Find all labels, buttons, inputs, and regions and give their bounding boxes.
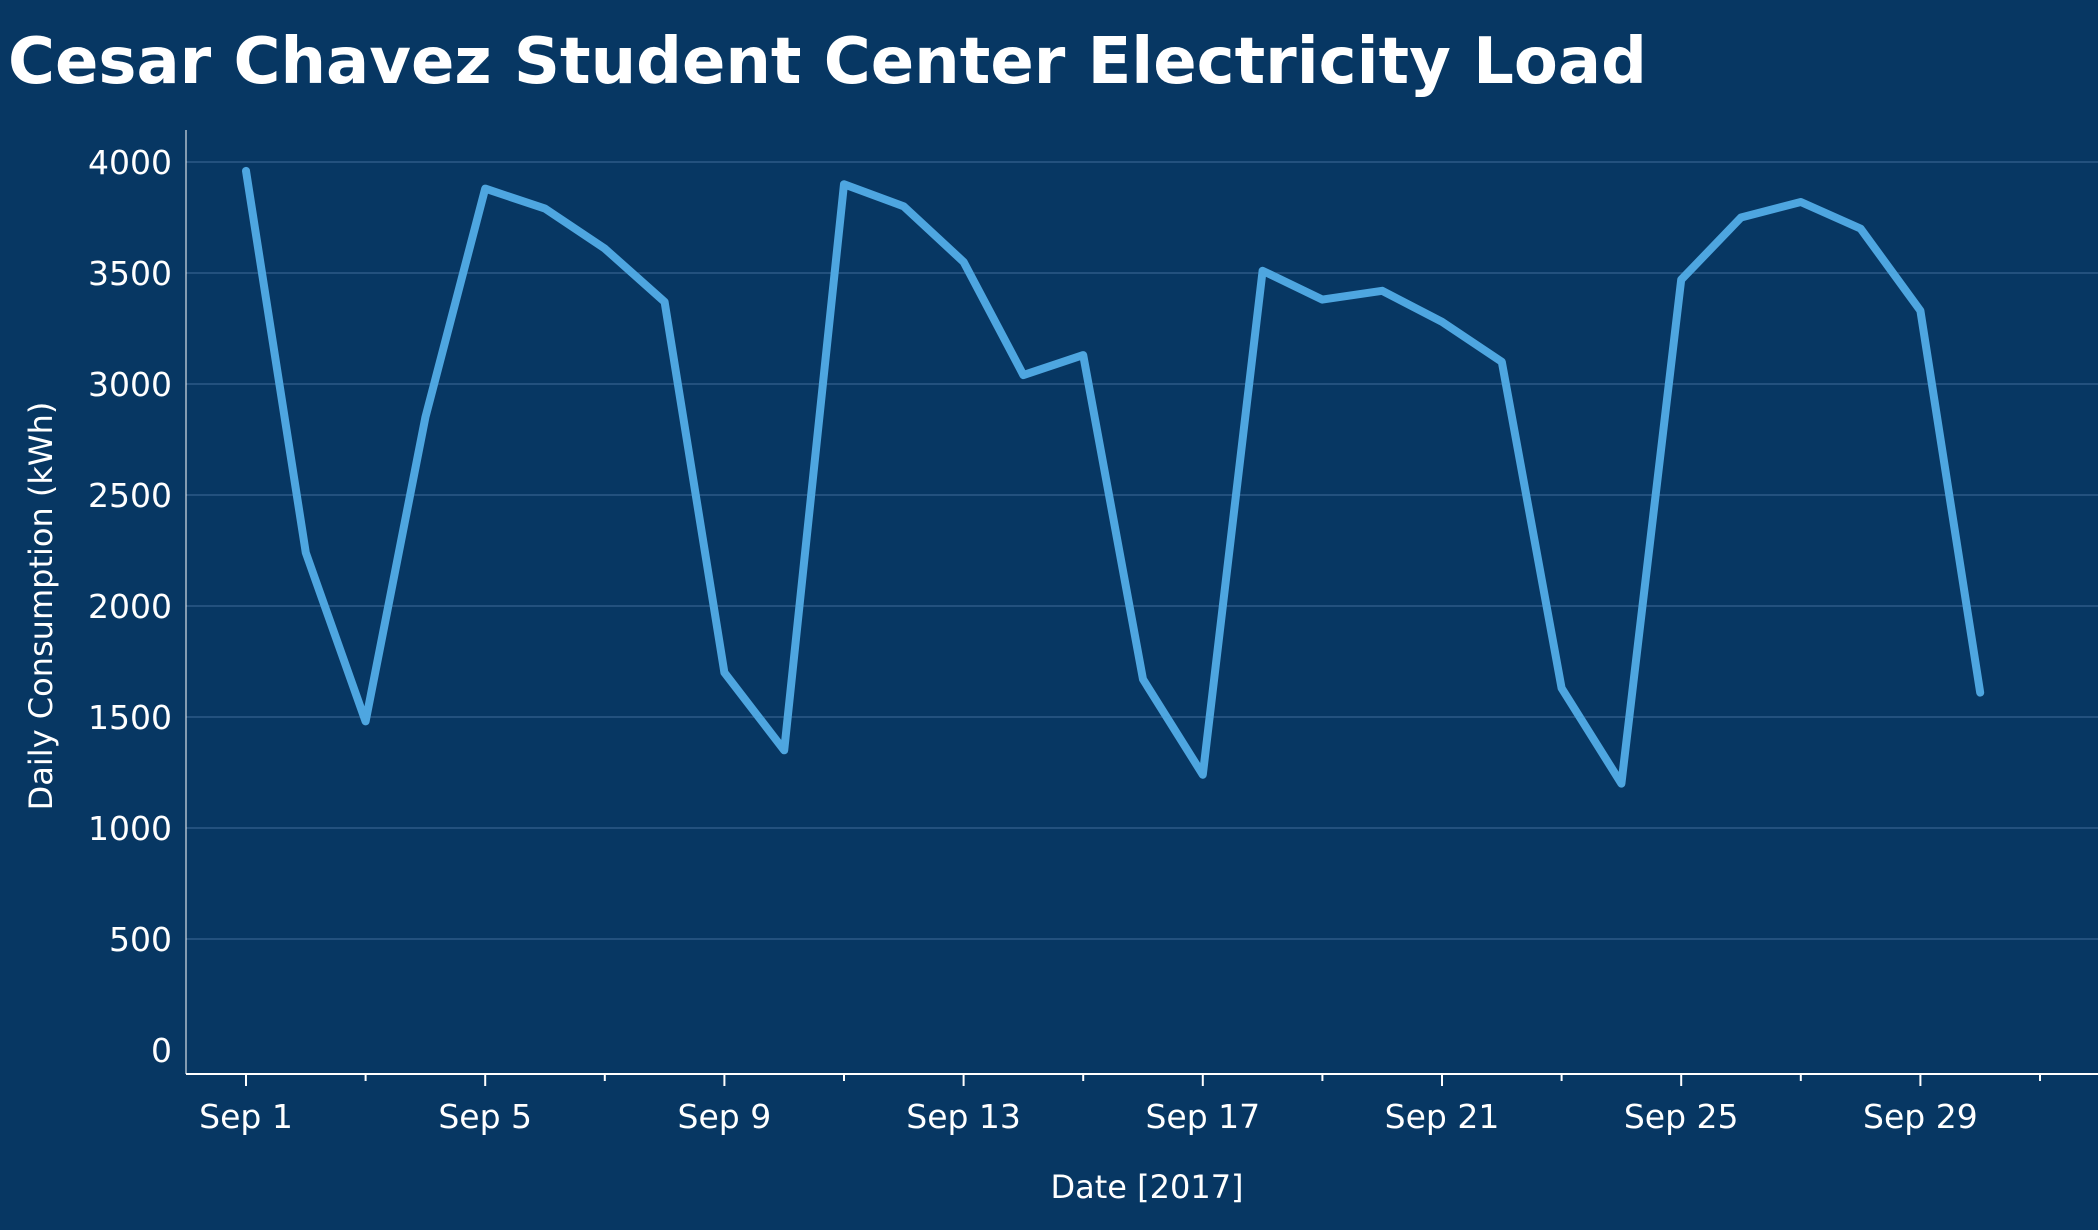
x-tick-label: Sep 1 [199,1097,293,1136]
chart-title: Cesar Chavez Student Center Electricity … [8,25,1647,99]
x-tick-label: Sep 21 [1385,1097,1500,1136]
y-axis-label: Daily Consumption (kWh) [22,402,60,811]
y-tick-label: 0 [151,1031,172,1070]
series-line [242,166,1985,788]
x-tick-label: Sep 5 [438,1097,532,1136]
y-tick-label: 3000 [88,365,172,404]
y-tick-label: 1500 [88,698,172,737]
y-tick-label: 2000 [88,587,172,626]
y-axis-ticks: 0 500 1000 1500 2000 2500 3000 3500 4000 [88,143,172,1070]
x-tick-label: Sep 17 [1145,1097,1260,1136]
y-tick-label: 500 [109,920,172,959]
x-tick-label: Sep 29 [1863,1097,1978,1136]
y-tick-label: 1000 [88,809,172,848]
x-tick-label: Sep 25 [1624,1097,1739,1136]
x-tick-label: Sep 9 [678,1097,772,1136]
x-tick-label: Sep 13 [906,1097,1021,1136]
y-tick-label: 2500 [88,476,172,515]
x-axis-label: Date [2017] [1050,1168,1243,1206]
gridlines [186,161,2098,940]
y-tick-label: 4000 [88,143,172,182]
y-tick-label: 3500 [88,254,172,293]
x-axis-ticks: Sep 1 Sep 5 Sep 9 Sep 13 Sep 17 Sep 21 Sep 25 S… [199,1074,2041,1136]
